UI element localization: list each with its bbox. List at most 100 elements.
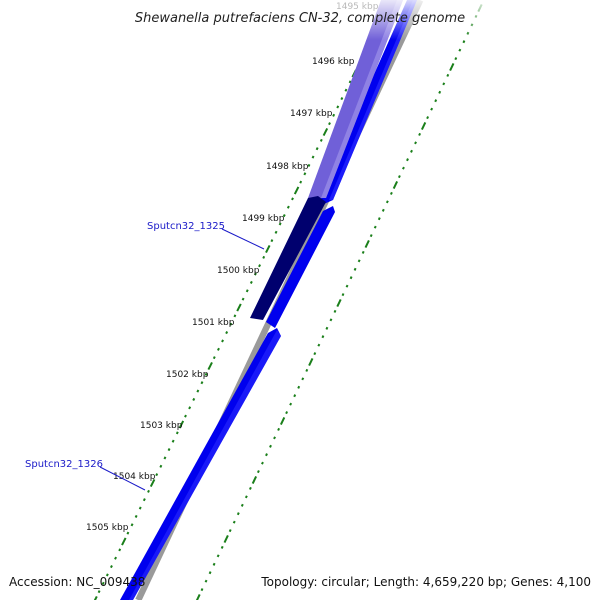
tick-mark (349, 276, 353, 280)
tick-mark (240, 503, 244, 507)
map-title: Shewanella putrefaciens CN-32, complete … (135, 11, 465, 26)
gene-label-text[interactable]: Sputcn32_1326 (25, 459, 103, 470)
tick-mark (134, 514, 138, 518)
tick-mark (228, 529, 232, 533)
tick-mark (265, 244, 271, 254)
tick-mark (277, 427, 281, 431)
tick-mark (192, 397, 196, 401)
gene-label-text[interactable]: Sputcn32_1325 (147, 221, 225, 232)
tick-mark (364, 239, 370, 249)
tick-mark (101, 581, 105, 585)
tick-mark (414, 141, 417, 145)
tick-label: 1497 kbp (290, 109, 333, 119)
tick-mark (269, 444, 272, 448)
tick-mark (293, 394, 297, 398)
tick-mark (410, 149, 413, 153)
tick-mark (244, 495, 248, 499)
tick-mark (188, 406, 192, 410)
tick-mark (402, 166, 405, 170)
tick-mark (142, 498, 146, 502)
tick-mark (442, 82, 446, 86)
tick-mark (204, 372, 208, 376)
tick-mark (178, 420, 185, 429)
tick-mark (332, 113, 336, 117)
tick-mark (93, 595, 98, 600)
tick-label: 1499 kbp (242, 214, 285, 224)
gene-label-1326[interactable]: Sputcn32_1326 (25, 459, 146, 491)
tick-mark (458, 48, 462, 52)
tick-mark (389, 191, 393, 195)
tick-mark (212, 562, 216, 566)
gene-sputcn32-1325-bar[interactable] (250, 196, 326, 320)
tick-mark (454, 57, 458, 61)
tick-mark (321, 335, 325, 339)
tick-mark (233, 314, 237, 318)
tick-label: 1504 kbp (113, 472, 156, 482)
cds-arrow-inner-middle[interactable] (266, 206, 335, 328)
tick-labels: 1495 kbp 1496 kbp 1497 kbp 1498 kbp 1499 kbp… (86, 2, 379, 533)
tick-mark (446, 73, 450, 77)
tick-mark (175, 431, 179, 435)
cds-track-outer (250, 0, 403, 320)
tick-mark (291, 197, 294, 201)
tick-mark (118, 548, 122, 552)
tick-mark (397, 175, 401, 179)
tick-mark (217, 347, 220, 351)
tick-mark (274, 230, 278, 234)
tick-mark (381, 208, 385, 212)
tick-mark (248, 486, 252, 490)
tick-mark (299, 180, 303, 184)
cds-track-inner (120, 0, 417, 600)
tick-mark (313, 352, 317, 356)
tick-mark (333, 309, 337, 313)
outer-tick-ring (93, 10, 386, 600)
tick-mark (301, 377, 305, 381)
tick-mark (348, 80, 352, 84)
tick-mark (200, 381, 204, 385)
tick-mark (336, 105, 340, 109)
tick-mark (438, 90, 442, 94)
tick-mark (254, 272, 257, 276)
tick-mark (149, 478, 156, 488)
tick-mark (449, 62, 455, 72)
tick-mark (262, 255, 266, 259)
tick-mark (307, 163, 311, 167)
tick-mark (147, 489, 150, 493)
tick-mark (114, 556, 117, 560)
tick-mark (207, 361, 213, 371)
tick-mark (336, 298, 342, 308)
tick-mark (308, 357, 314, 367)
gene-label-leader (99, 466, 146, 491)
tick-label: 1502 kbp (166, 370, 209, 380)
tick-mark (249, 280, 253, 284)
tick-mark (361, 250, 365, 254)
tick-mark (220, 545, 224, 549)
tick-mark (258, 264, 261, 268)
tick-mark (130, 523, 134, 527)
tick-mark (434, 99, 438, 103)
tick-mark (159, 464, 163, 468)
gene-label-1325[interactable]: Sputcn32_1325 (147, 221, 265, 250)
tick-mark (223, 534, 229, 544)
tick-mark (232, 520, 236, 524)
tick-mark (426, 116, 430, 120)
tick-mark (319, 138, 323, 142)
tick-mark (377, 217, 381, 221)
tick-mark (138, 506, 142, 510)
tick-mark (462, 40, 466, 44)
tick-mark (212, 356, 216, 360)
tick-mark (273, 436, 276, 440)
tick-mark (204, 579, 208, 583)
tick-mark (241, 297, 245, 301)
tick-mark (286, 205, 290, 209)
cds-arrow-inner-lower[interactable] (120, 328, 281, 600)
tick-mark (236, 512, 240, 516)
tick-label: 1500 kbp (217, 266, 260, 276)
tick-mark (329, 318, 333, 322)
gene-faded-edge (321, 0, 403, 198)
tick-mark (305, 368, 309, 372)
tick-mark (200, 588, 204, 592)
tick-mark (229, 322, 233, 326)
tick-mark (184, 414, 187, 418)
tick-mark (293, 186, 300, 195)
